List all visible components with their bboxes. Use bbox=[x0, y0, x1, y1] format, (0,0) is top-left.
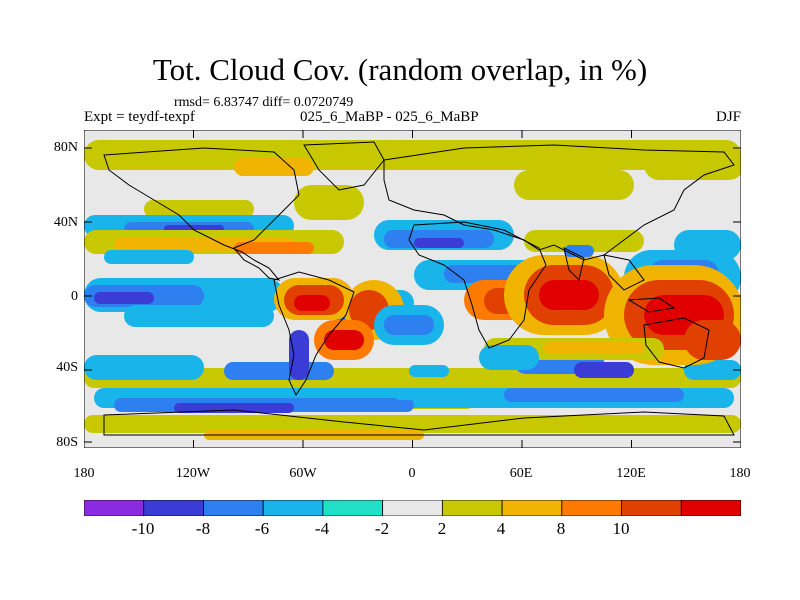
colorbar-box bbox=[382, 500, 443, 516]
colorbar-box bbox=[322, 500, 384, 516]
coastline bbox=[627, 297, 676, 313]
anomaly-patch bbox=[524, 230, 644, 252]
coastline bbox=[603, 254, 645, 291]
anomaly-patch bbox=[394, 388, 494, 400]
colorbar-box bbox=[501, 500, 563, 516]
cbar-label-0: -10 bbox=[131, 519, 155, 538]
anomaly-patch bbox=[644, 150, 741, 180]
anomaly-patch bbox=[684, 320, 741, 360]
anomaly-patch bbox=[414, 238, 464, 248]
experiment-label: Expt = teydf-texpf bbox=[84, 109, 195, 125]
coastlines bbox=[103, 141, 735, 436]
coastline bbox=[563, 247, 585, 281]
cbar-label-4: -2 bbox=[374, 519, 390, 538]
lon-label-180e: 180 bbox=[729, 466, 751, 481]
coastline bbox=[408, 221, 547, 349]
anomaly-patch bbox=[384, 315, 434, 335]
colorbar-box bbox=[561, 500, 622, 516]
coastline bbox=[103, 409, 735, 436]
cbar-label-1: -8 bbox=[195, 519, 211, 538]
season-label: DJF bbox=[715, 109, 741, 125]
lat-label-eq: 0 bbox=[71, 289, 78, 304]
stats-text: rmsd= 6.83747 diff= 0.0720749 bbox=[174, 95, 354, 110]
anomaly-patch bbox=[84, 355, 204, 380]
anomaly-patch bbox=[234, 242, 314, 254]
anomaly-patch bbox=[574, 362, 634, 378]
colorbar-box bbox=[621, 500, 682, 516]
lon-label-120w: 120W bbox=[175, 466, 211, 481]
cloud-cover-map bbox=[84, 130, 741, 448]
anomaly-patch bbox=[444, 265, 524, 283]
cbar-label-6: 4 bbox=[496, 519, 506, 538]
coastline bbox=[103, 147, 300, 281]
anomaly-patch bbox=[294, 185, 364, 220]
anomaly-patch bbox=[289, 330, 309, 380]
anomaly-patch bbox=[504, 388, 684, 402]
lat-label-40s: 40S bbox=[56, 360, 78, 375]
axis-ticks bbox=[84, 130, 741, 448]
colorbar bbox=[84, 500, 741, 516]
lat-label-40n: 40N bbox=[53, 215, 78, 230]
colorbar-box bbox=[203, 500, 264, 516]
anomaly-patch bbox=[514, 170, 634, 200]
lon-label-60w: 60W bbox=[289, 466, 317, 481]
lon-label-0: 0 bbox=[408, 466, 416, 481]
anomaly-patch bbox=[94, 292, 154, 304]
cbar-label-3: -4 bbox=[314, 519, 330, 538]
cbar-label-2: -6 bbox=[254, 519, 270, 538]
anomaly-patch bbox=[544, 342, 644, 354]
anomaly-patch bbox=[324, 330, 364, 350]
anomaly-patch bbox=[294, 295, 330, 311]
anomaly-patch bbox=[684, 360, 741, 380]
anomaly-patch bbox=[224, 362, 334, 380]
anomaly-patch bbox=[409, 365, 449, 377]
coastline bbox=[273, 271, 355, 397]
anomaly-patch bbox=[84, 140, 741, 170]
colorbar-box bbox=[143, 500, 204, 516]
colorbar-box bbox=[680, 500, 741, 516]
cbar-label-8: 10 bbox=[612, 519, 630, 538]
anomaly-fields bbox=[84, 140, 741, 440]
lon-label-180w: 180 bbox=[73, 466, 95, 481]
cbar-label-7: 8 bbox=[556, 519, 566, 538]
anomaly-patch bbox=[124, 305, 274, 327]
anomaly-patch bbox=[84, 415, 741, 433]
coastline bbox=[303, 141, 385, 191]
cbar-label-5: 2 bbox=[437, 519, 447, 538]
lat-label-80s: 80S bbox=[56, 435, 78, 450]
anomaly-patch bbox=[539, 280, 599, 310]
anomaly-patch bbox=[234, 158, 314, 176]
anomaly-patch bbox=[479, 345, 539, 370]
colorbar-box bbox=[262, 500, 324, 516]
anomaly-patch bbox=[104, 250, 194, 264]
anomaly-patch bbox=[174, 403, 294, 413]
colorbar-box bbox=[441, 500, 503, 516]
coastline bbox=[643, 317, 710, 369]
lon-label-60e: 60E bbox=[509, 466, 533, 481]
runs-label: 025_6_MaBP - 025_6_MaBP bbox=[300, 109, 479, 125]
lat-label-80n: 80N bbox=[53, 140, 78, 155]
plot-title: Tot. Cloud Cov. (random overlap, in %) bbox=[152, 52, 648, 87]
anomaly-patch bbox=[144, 200, 254, 218]
colorbar-box bbox=[84, 500, 145, 516]
lon-label-120e: 120E bbox=[616, 466, 646, 481]
